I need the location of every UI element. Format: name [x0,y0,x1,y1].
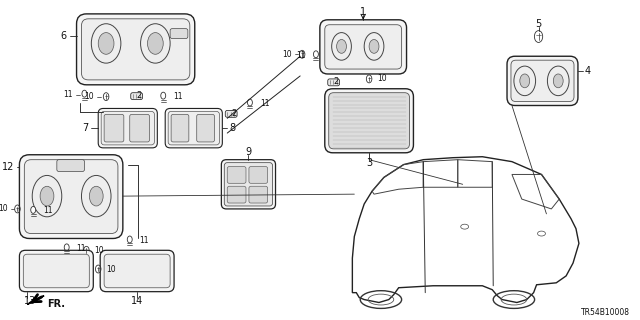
Text: 11: 11 [296,51,306,60]
Ellipse shape [64,244,69,251]
Text: 10: 10 [106,265,116,274]
Text: TR54B10008: TR54B10008 [581,308,630,317]
FancyBboxPatch shape [324,25,402,69]
Text: 2: 2 [333,77,339,86]
FancyBboxPatch shape [227,167,246,183]
FancyBboxPatch shape [227,186,246,203]
Text: 11: 11 [260,99,269,108]
Text: 4: 4 [585,66,591,76]
Text: FR.: FR. [47,300,65,309]
FancyBboxPatch shape [168,111,220,145]
Text: 10: 10 [377,75,387,84]
Ellipse shape [90,186,103,206]
Text: 9: 9 [245,147,251,157]
Ellipse shape [369,39,379,53]
FancyBboxPatch shape [328,79,340,86]
Text: 11: 11 [43,206,52,215]
Text: 8: 8 [229,123,236,133]
Text: 11: 11 [63,90,72,99]
FancyBboxPatch shape [225,110,237,117]
Text: 5: 5 [536,19,541,29]
FancyBboxPatch shape [224,163,273,206]
Ellipse shape [538,231,545,236]
FancyBboxPatch shape [104,254,170,288]
FancyBboxPatch shape [196,114,214,142]
FancyBboxPatch shape [57,160,84,172]
Text: 10: 10 [283,50,292,59]
FancyBboxPatch shape [507,56,578,106]
FancyBboxPatch shape [131,93,143,100]
FancyBboxPatch shape [511,60,574,101]
FancyBboxPatch shape [249,167,268,183]
FancyBboxPatch shape [320,20,406,74]
FancyBboxPatch shape [23,254,90,288]
FancyBboxPatch shape [19,250,93,292]
Text: 1: 1 [360,7,366,17]
FancyBboxPatch shape [324,89,413,153]
FancyBboxPatch shape [130,114,150,142]
Ellipse shape [40,186,54,206]
FancyBboxPatch shape [24,160,118,234]
Ellipse shape [554,74,563,88]
Text: 10: 10 [94,246,104,255]
FancyBboxPatch shape [170,29,188,38]
FancyBboxPatch shape [81,19,190,80]
Ellipse shape [98,33,114,54]
Ellipse shape [82,90,87,97]
Text: 11: 11 [173,92,182,101]
Text: 3: 3 [366,158,372,168]
Text: 10: 10 [0,204,8,213]
Ellipse shape [461,224,468,229]
Text: 2: 2 [136,91,142,100]
FancyBboxPatch shape [101,111,154,145]
Text: 2: 2 [231,109,236,118]
FancyBboxPatch shape [77,14,195,85]
Ellipse shape [248,99,252,106]
Text: 10: 10 [84,92,94,101]
Ellipse shape [314,51,318,58]
Ellipse shape [127,236,132,243]
Text: 13: 13 [24,296,36,306]
Text: 6: 6 [61,30,67,41]
Text: 12: 12 [2,162,15,172]
FancyBboxPatch shape [221,160,276,209]
Ellipse shape [31,206,36,213]
FancyBboxPatch shape [171,114,189,142]
Ellipse shape [520,74,530,88]
FancyBboxPatch shape [165,108,222,148]
FancyBboxPatch shape [329,93,410,149]
Ellipse shape [161,92,166,99]
FancyBboxPatch shape [104,114,124,142]
FancyBboxPatch shape [19,155,123,238]
FancyBboxPatch shape [249,186,268,203]
Polygon shape [28,296,44,304]
Text: 11: 11 [77,244,86,253]
Ellipse shape [337,39,346,53]
FancyBboxPatch shape [100,250,174,292]
Text: 11: 11 [140,236,149,245]
Text: 14: 14 [131,296,143,306]
Ellipse shape [147,33,163,54]
FancyBboxPatch shape [98,108,157,148]
Text: 7: 7 [82,123,88,133]
